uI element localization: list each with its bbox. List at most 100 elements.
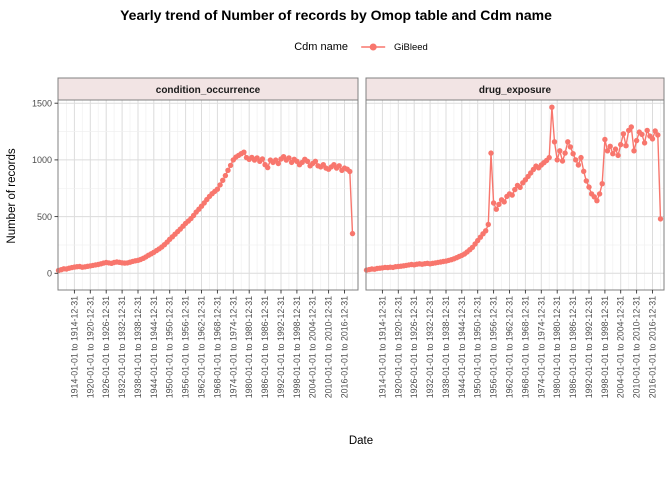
- data-point: [639, 131, 645, 138]
- data-point: [512, 186, 518, 193]
- data-point: [517, 184, 523, 191]
- data-point: [591, 194, 597, 200]
- data-point: [220, 177, 226, 183]
- x-tick-label: 1962-01-01 to 1962-12-31: [505, 296, 515, 398]
- data-point: [623, 143, 629, 149]
- data-point: [657, 216, 664, 222]
- x-tick-label: 1932-01-01 to 1932-12-31: [117, 296, 127, 398]
- data-point: [633, 137, 640, 144]
- data-point: [259, 156, 266, 162]
- x-tick-label: 1938-01-01 to 1938-12-31: [133, 296, 143, 398]
- x-tick-label: 2016-01-01 to 2016-12-31: [340, 296, 350, 398]
- data-point: [549, 104, 555, 110]
- legend-key-point: [369, 43, 377, 51]
- legend: Cdm name GiBleed: [294, 40, 428, 54]
- x-tick-label: 1974-01-01 to 1974-12-31: [228, 296, 238, 398]
- data-point: [565, 139, 571, 145]
- x-tick-label: 1980-01-01 to 1980-12-31: [244, 296, 254, 398]
- x-tick-label: 2016-01-01 to 2016-12-31: [648, 296, 658, 398]
- y-tick-label: 0: [47, 269, 52, 279]
- data-point: [655, 132, 661, 138]
- data-point: [618, 141, 624, 148]
- data-point: [557, 148, 563, 154]
- data-point: [225, 167, 231, 173]
- x-tick-label: 1932-01-01 to 1932-12-31: [425, 296, 435, 398]
- x-tick-label: 2004-01-01 to 2004-12-31: [616, 296, 626, 398]
- data-point: [583, 178, 589, 184]
- data-point: [573, 157, 579, 163]
- data-point: [559, 158, 566, 164]
- data-point: [596, 191, 603, 197]
- x-tick-label: 1992-01-01 to 1992-12-31: [584, 296, 594, 398]
- x-tick-label: 1938-01-01 to 1938-12-31: [441, 296, 451, 398]
- data-point: [509, 192, 515, 198]
- data-point: [496, 201, 502, 208]
- x-tick-label: 1914-01-01 to 1914-12-31: [377, 296, 387, 398]
- data-point: [612, 146, 619, 152]
- data-point: [222, 172, 229, 179]
- x-tick-label: 1992-01-01 to 1992-12-31: [276, 296, 286, 398]
- data-point: [570, 151, 576, 157]
- data-point: [546, 154, 552, 161]
- legend-series-label: GiBleed: [393, 41, 428, 53]
- data-point: [336, 163, 342, 169]
- panel-border: [365, 99, 665, 291]
- data-point: [607, 143, 613, 149]
- data-point: [347, 168, 353, 175]
- data-point: [485, 221, 491, 228]
- data-point: [483, 228, 489, 234]
- x-tick-label: 1920-01-01 to 1920-12-31: [393, 296, 403, 398]
- data-point: [599, 181, 605, 187]
- facet-strip-label: drug_exposure: [479, 85, 552, 96]
- data-point: [554, 157, 560, 163]
- x-tick-label: 1974-01-01 to 1974-12-31: [536, 296, 546, 398]
- data-point: [602, 136, 608, 143]
- data-point: [567, 144, 574, 150]
- x-tick-label: 1926-01-01 to 1926-12-31: [409, 296, 419, 398]
- data-point: [551, 139, 558, 145]
- facet-strip: [57, 77, 359, 101]
- x-tick-label: 1968-01-01 to 1968-12-31: [212, 296, 222, 398]
- data-point: [312, 158, 319, 164]
- facet-condition_occurrence: condition_occurrence 1914-01-01 to 1914-1…: [55, 77, 359, 398]
- x-axis-title: Date: [349, 435, 373, 447]
- facet-strip: [365, 77, 665, 101]
- x-tick-label: 1944-01-01 to 1944-12-31: [457, 296, 467, 398]
- data-point: [501, 199, 507, 205]
- legend-key-icon: [360, 43, 385, 51]
- x-tick-label: 1986-01-01 to 1986-12-31: [260, 296, 270, 398]
- facet-strip-label: condition_occurrence: [156, 85, 261, 96]
- data-point: [562, 150, 568, 156]
- data-point: [644, 127, 650, 134]
- data-point: [615, 152, 621, 159]
- data-point: [628, 124, 634, 130]
- y-tick-label: 1500: [32, 98, 52, 108]
- facet-panels: condition_occurrence 1914-01-01 to 1914-1…: [32, 77, 665, 398]
- x-tick-label: 2010-01-01 to 2010-12-31: [324, 296, 334, 398]
- data-point: [490, 200, 497, 206]
- y-tick-label: 1000: [32, 155, 52, 165]
- data-point: [578, 154, 584, 161]
- data-point: [488, 150, 494, 156]
- data-point: [594, 198, 600, 204]
- facet-drug_exposure: drug_exposure 1914-01-01 to 1914-12-31 192…: [363, 77, 665, 398]
- x-tick-label: 1986-01-01 to 1986-12-31: [568, 296, 578, 398]
- data-point: [610, 151, 616, 157]
- data-point: [604, 148, 611, 154]
- x-tick-label: 1956-01-01 to 1956-12-31: [489, 296, 499, 398]
- data-point: [217, 182, 223, 188]
- x-tick-label: 1998-01-01 to 1998-12-31: [292, 296, 302, 398]
- data-point: [586, 184, 592, 190]
- data-point: [349, 230, 356, 237]
- data-point: [652, 128, 658, 134]
- x-tick-label: 2004-01-01 to 2004-12-31: [308, 296, 318, 398]
- x-tick-label: 1950-01-01 to 1950-12-31: [473, 296, 483, 398]
- data-point: [493, 206, 499, 212]
- data-point: [227, 162, 234, 169]
- data-point: [275, 160, 281, 167]
- x-tick-label: 1980-01-01 to 1980-12-31: [552, 296, 562, 398]
- x-tick-label: 1914-01-01 to 1914-12-31: [69, 296, 79, 398]
- series-line-GiBleed: [58, 151, 354, 272]
- data-point: [265, 164, 271, 171]
